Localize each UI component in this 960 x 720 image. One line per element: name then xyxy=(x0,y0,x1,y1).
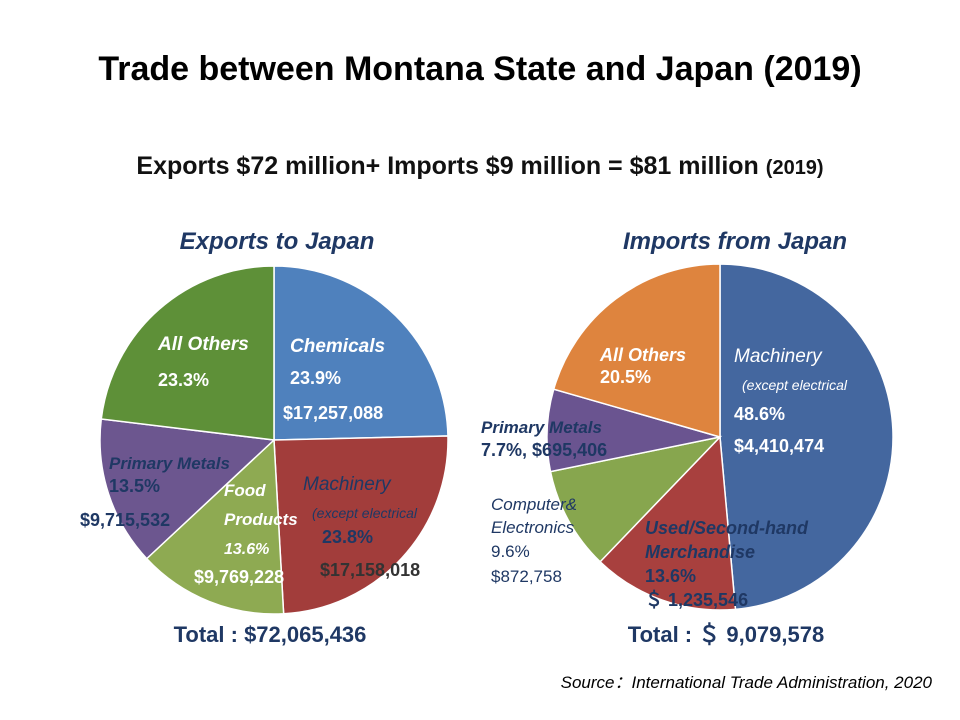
summary-text: Exports $72 million+ Imports $9 million … xyxy=(136,152,759,180)
page-title: Trade between Montana State and Japan (2… xyxy=(98,50,862,88)
imports-all-others-percent: 20.5% xyxy=(600,367,651,387)
imports-slice-labels: Machinery (except electrical 48.6% $4,41… xyxy=(481,345,848,610)
imports-computer-name-1: Computer& xyxy=(491,495,577,514)
imports-all-others-name: All Others xyxy=(599,345,686,365)
imports-machinery-subname: (except electrical xyxy=(742,377,848,393)
imports-primary-metals-value: 7.7%, $695,406 xyxy=(481,440,607,460)
imports-computer-amount: $872,758 xyxy=(491,567,562,586)
imports-computer-name-2: Electronics xyxy=(491,518,575,537)
exports-slice-all-others xyxy=(100,265,275,441)
imports-used-name-2: Merchandise xyxy=(645,542,755,562)
imports-slice-computer-electronics xyxy=(549,435,723,563)
summary-year: (2019) xyxy=(765,157,824,179)
summary-line: Exports $72 million+ Imports $9 million … xyxy=(0,152,960,181)
exports-chemicals-percent: 23.9% xyxy=(290,368,341,388)
exports-chemicals-name: Chemicals xyxy=(290,336,385,357)
exports-slice-primary-metals xyxy=(99,418,276,560)
imports-total: Total : ＄ 9,079,578 xyxy=(628,622,824,647)
exports-machinery-subname: (except electrical xyxy=(312,505,418,521)
imports-machinery-percent: 48.6% xyxy=(734,404,785,424)
imports-primary-metals-amount: $695,406 xyxy=(532,440,607,460)
exports-total: Total : $72,065,436 xyxy=(174,622,367,647)
exports-slice-labels: Chemicals 23.9% $17,257,088 Machinery (e… xyxy=(80,334,420,587)
exports-slice-food-products xyxy=(145,438,285,615)
exports-chemicals-amount: $17,257,088 xyxy=(283,403,383,423)
imports-used-name-1: Used/Second-hand xyxy=(645,518,809,538)
exports-chart: Exports to Japan Chemicals 23.9% $17,257… xyxy=(80,228,449,647)
exports-food-name-2: Products xyxy=(224,510,298,529)
exports-chart-title: Exports to Japan xyxy=(180,228,375,255)
imports-slice-all-others xyxy=(552,263,721,438)
imports-slice-machinery xyxy=(719,263,894,611)
imports-primary-metals-name: Primary Metals xyxy=(481,418,602,437)
exports-machinery-percent: 23.8% xyxy=(322,527,373,547)
exports-machinery-name: Machinery xyxy=(303,474,392,495)
exports-food-name-1: Food xyxy=(224,481,266,500)
imports-chart: Imports from Japan Machinery (except ele… xyxy=(481,228,894,647)
imports-used-amount: ＄ 1,235,546 xyxy=(645,589,748,610)
exports-machinery-amount: $17,158,018 xyxy=(320,560,420,580)
imports-pie xyxy=(546,263,894,611)
imports-chart-title: Imports from Japan xyxy=(623,228,847,255)
exports-all-others-percent: 23.3% xyxy=(158,370,209,390)
imports-machinery-name: Machinery xyxy=(734,346,823,367)
imports-primary-metals-percent: 7.7% xyxy=(481,440,522,460)
exports-slice-machinery xyxy=(273,435,449,615)
exports-food-amount: $9,769,228 xyxy=(194,567,284,587)
exports-food-percent: 13.6% xyxy=(224,541,269,558)
source-note: Source：International Trade Administratio… xyxy=(560,673,932,692)
exports-primary-metals-percent: 13.5% xyxy=(109,476,160,496)
exports-slice-chemicals xyxy=(273,265,449,441)
exports-primary-metals-amount: $9,715,532 xyxy=(80,510,170,530)
imports-used-percent: 13.6% xyxy=(645,566,696,586)
imports-slice-used-second-hand-merchandise xyxy=(599,435,737,611)
exports-all-others-name: All Others xyxy=(157,334,249,355)
imports-computer-percent: 9.6% xyxy=(491,542,530,561)
exports-pie xyxy=(99,265,449,615)
exports-primary-metals-name: Primary Metals xyxy=(109,454,230,473)
imports-machinery-amount: $4,410,474 xyxy=(734,436,824,456)
